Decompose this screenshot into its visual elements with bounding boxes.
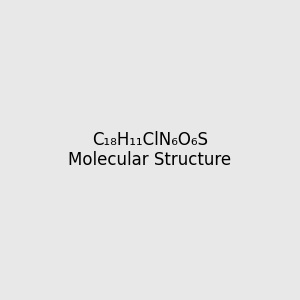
Text: C₁₈H₁₁ClN₆O₆S
Molecular Structure: C₁₈H₁₁ClN₆O₆S Molecular Structure [68,130,232,170]
